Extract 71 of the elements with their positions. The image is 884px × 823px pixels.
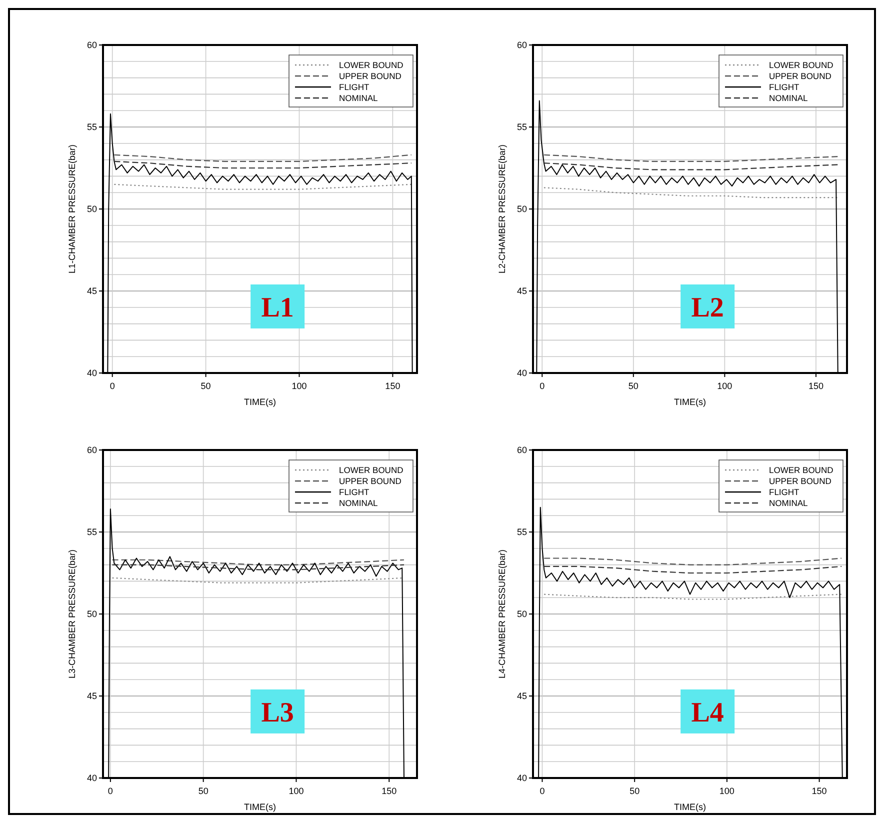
x-tick-label: 0 — [540, 381, 545, 391]
line-series — [543, 154, 838, 162]
legend-label: UPPER BOUND — [339, 70, 402, 81]
legend-label: UPPER BOUND — [339, 476, 402, 486]
y-axis-title: L1-CHAMBER PRESSURE(bar) — [67, 144, 77, 274]
legend-label: FLIGHT — [769, 486, 800, 497]
y-tick-label: 40 — [516, 773, 527, 784]
x-tick-label: 100 — [288, 786, 304, 796]
line-series — [543, 162, 838, 170]
x-axis-title: TIME(s) — [244, 802, 276, 812]
x-tick-label: 150 — [812, 786, 827, 796]
legend-label: FLIGHT — [339, 486, 370, 497]
x-axis-title: TIME(s) — [674, 397, 706, 407]
y-axis-title: L2-CHAMBER PRESSURE(bar) — [497, 144, 507, 274]
y-tick-label: 50 — [86, 204, 97, 214]
x-tick-label: 150 — [382, 786, 397, 796]
line-series — [544, 566, 842, 574]
y-tick-label: 50 — [516, 609, 527, 620]
legend-label: LOWER BOUND — [769, 464, 834, 475]
y-tick-label: 60 — [86, 445, 97, 456]
y-tick-label: 55 — [516, 527, 527, 538]
x-tick-label: 100 — [717, 381, 732, 391]
annotation: L1 — [261, 292, 294, 324]
legend-label: NOMINAL — [769, 498, 808, 508]
legend-label: NOMINAL — [339, 92, 378, 103]
y-tick-label: 60 — [516, 40, 527, 50]
legend-label: UPPER BOUND — [769, 70, 832, 81]
annotation: L3 — [261, 697, 294, 728]
y-tick-label: 40 — [86, 368, 97, 378]
y-tick-label: 45 — [516, 691, 527, 702]
x-tick-label: 100 — [292, 381, 307, 391]
legend-label: FLIGHT — [769, 82, 800, 92]
y-tick-label: 55 — [86, 122, 97, 132]
y-axis-title: L4-CHAMBER PRESSURE(bar) — [497, 549, 507, 679]
y-tick-label: 45 — [86, 286, 97, 296]
y-tick-label: 60 — [516, 445, 527, 456]
legend-label: LOWER BOUND — [769, 60, 834, 70]
legend-label: LOWER BOUND — [339, 60, 404, 70]
legend-label: UPPER BOUND — [769, 476, 832, 486]
y-tick-label: 40 — [86, 773, 97, 784]
x-tick-label: 50 — [198, 786, 208, 796]
annotation: L2 — [691, 292, 724, 324]
y-axis-title: L3-CHAMBER PRESSURE(bar) — [67, 549, 77, 679]
x-tick-label: 50 — [630, 786, 640, 796]
y-tick-label: 50 — [516, 204, 527, 214]
y-tick-label: 55 — [86, 527, 97, 538]
y-tick-label: 55 — [516, 122, 527, 132]
line-series — [114, 154, 412, 162]
x-axis-title: TIME(s) — [244, 397, 276, 407]
annotation: L4 — [691, 697, 724, 728]
line-series — [114, 160, 412, 169]
x-tick-label: 100 — [719, 786, 734, 796]
x-axis-title: TIME(s) — [674, 802, 706, 812]
y-tick-label: 50 — [86, 609, 97, 620]
line-series — [543, 187, 838, 198]
legend-label: LOWER BOUND — [339, 464, 404, 475]
line-series — [544, 558, 842, 566]
y-tick-label: 40 — [516, 368, 527, 378]
x-tick-label: 50 — [628, 381, 638, 391]
x-tick-label: 0 — [540, 786, 545, 796]
legend-label: FLIGHT — [339, 82, 370, 92]
legend-label: NOMINAL — [769, 92, 808, 103]
y-tick-label: 45 — [86, 691, 97, 702]
y-tick-label: 60 — [86, 40, 97, 50]
x-tick-label: 150 — [808, 381, 824, 391]
x-tick-label: 150 — [385, 381, 400, 391]
x-tick-label: 50 — [200, 381, 211, 391]
x-tick-label: 0 — [108, 786, 113, 796]
y-tick-label: 45 — [516, 286, 527, 296]
legend-label: NOMINAL — [339, 498, 378, 508]
x-tick-label: 0 — [110, 381, 115, 391]
